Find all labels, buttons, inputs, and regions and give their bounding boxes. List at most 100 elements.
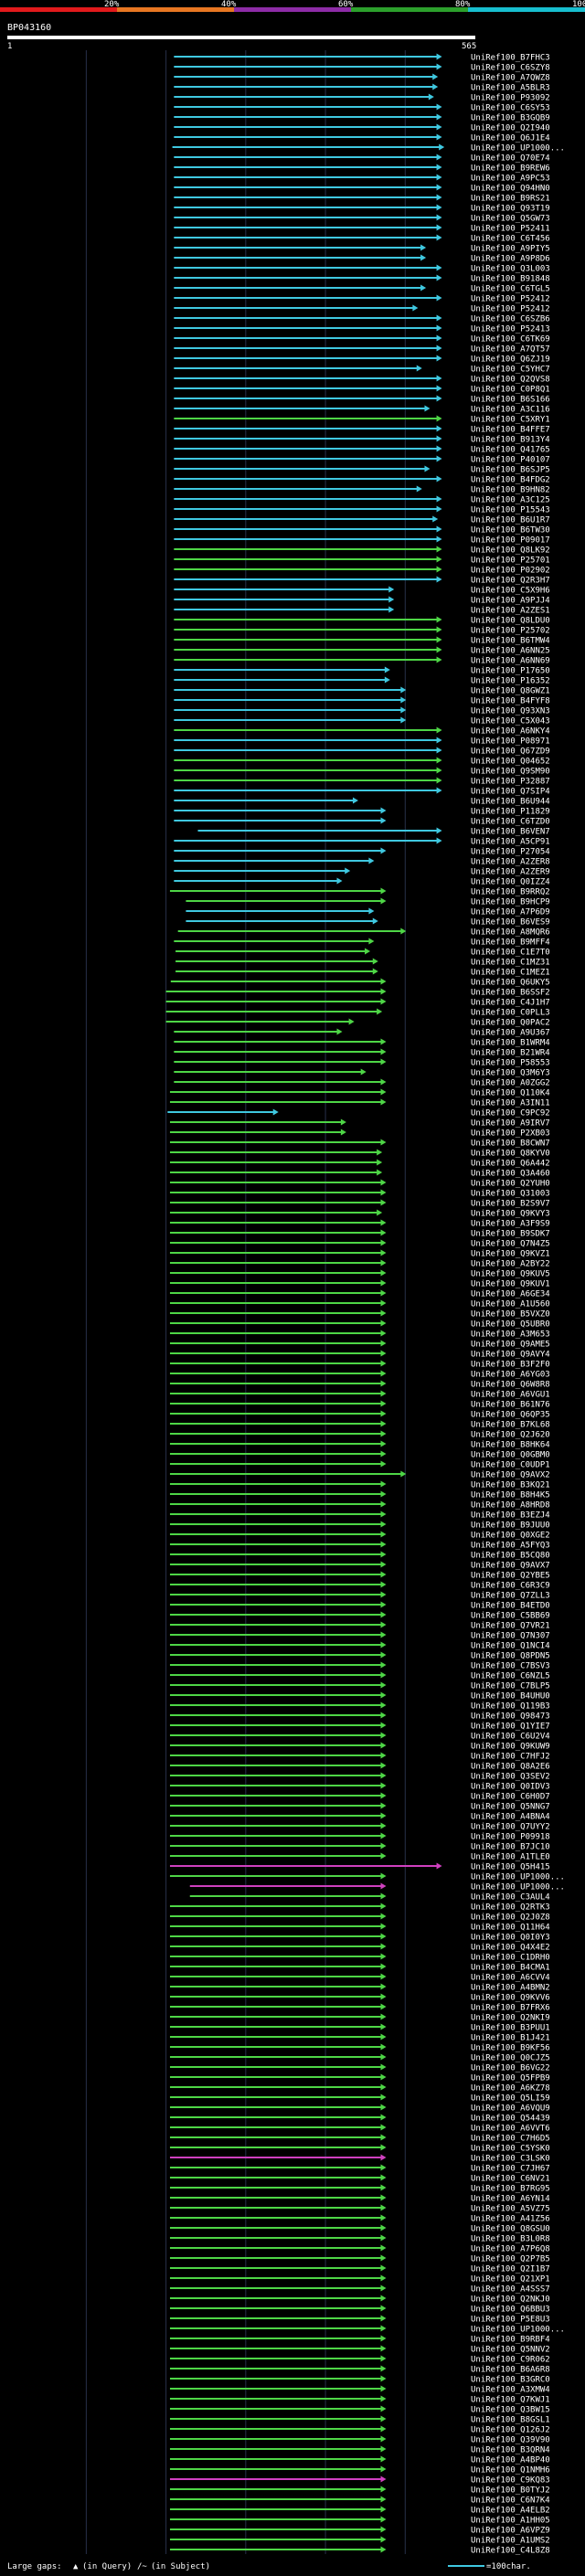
hit-arrow (380, 2355, 387, 2362)
hit-label: UniRef100_Q3M6Y3 (471, 1069, 550, 1078)
hit-label: UniRef100_B6U944 (471, 798, 550, 807)
hit-label: UniRef100_Q7SIP4 (471, 788, 550, 797)
hit-label: UniRef100_A9PJJ4 (471, 597, 550, 606)
hit-label: UniRef100_Q119B3 (471, 1702, 550, 1712)
hit-label: UniRef100_A6VGU1 (471, 1391, 550, 1400)
hit-arrow (380, 2073, 387, 2081)
hit-arrow (436, 355, 442, 362)
hit-arrow (380, 2063, 387, 2071)
hit-arrow (436, 123, 442, 131)
hit-arrow (380, 1511, 387, 1518)
hit-arrow (424, 465, 431, 472)
hit-label: UniRef100_P11829 (471, 808, 550, 817)
hit-label: UniRef100_Q3SEV2 (471, 1773, 550, 1782)
hit-label: UniRef100_P09918 (471, 1833, 550, 1842)
hit-arrow (400, 928, 407, 935)
hit-arrow (380, 1038, 387, 1045)
hit-label: UniRef100_Q2YBE5 (471, 1572, 550, 1581)
hit-arrow (380, 2455, 387, 2463)
hit-label: UniRef100_A3IN11 (471, 1099, 550, 1108)
hit-label: UniRef100_Q31003 (471, 1190, 550, 1199)
hit-label: UniRef100_C0UDP1 (471, 1461, 550, 1470)
hit-arrow (424, 405, 431, 412)
hit-arrow (380, 1179, 387, 1186)
hit-arrow (345, 867, 351, 875)
scale-label: 20% (104, 0, 120, 9)
hit-arrow (412, 304, 419, 312)
hit-arrow (436, 375, 442, 382)
hit-arrow (380, 2325, 387, 2332)
hit-label: UniRef100_Q67ZD9 (471, 747, 550, 757)
hit-label: UniRef100_C6U2V4 (471, 1733, 550, 1742)
hit-arrow (380, 1842, 387, 1850)
hit-arrow (380, 2023, 387, 2030)
hit-arrow (380, 988, 387, 995)
hit-arrow (436, 204, 442, 211)
hit-arrow (380, 1701, 387, 1709)
hit-label: UniRef100_A8MQR6 (471, 928, 550, 938)
hit-label: UniRef100_C0PLL3 (471, 1009, 550, 1018)
hit-label: UniRef100_Q8PDN5 (471, 1652, 550, 1661)
hit-arrow (436, 726, 442, 734)
hit-label: UniRef100_C7H6D5 (471, 2135, 550, 2144)
legend-footer: Large gaps: ▲ (in Query) /~ (in Subject)… (7, 2562, 531, 2571)
hit-label: UniRef100_UP1000... (471, 144, 565, 154)
hit-label: UniRef100_B3L0R8 (471, 2235, 550, 2244)
hit-arrow (380, 1299, 387, 1307)
hit-label: UniRef100_Q0GBM0 (471, 1451, 550, 1460)
hit-arrow (348, 1018, 355, 1025)
hit-arrow (436, 475, 442, 482)
hit-label: UniRef100_B4ETD0 (471, 1602, 550, 1611)
hit-label: UniRef100_Q9KUW9 (471, 1743, 550, 1752)
hit-arrow (380, 2546, 387, 2553)
query-id-label: BP043160 (7, 23, 51, 33)
hit-label: UniRef100_B6TMW4 (471, 637, 550, 646)
hit-label: UniRef100_C1DRH0 (471, 1954, 550, 1963)
hit-label: UniRef100_A6YG03 (471, 1371, 550, 1380)
hit-arrow (436, 566, 442, 573)
hit-label: UniRef100_B7RG95 (471, 2185, 550, 2194)
hit-arrow (380, 2104, 387, 2111)
hit-arrow (380, 2254, 387, 2262)
hit-arrow (380, 1631, 387, 1638)
hit-arrow (380, 1762, 387, 1769)
hit-arrow (380, 1098, 387, 1106)
hit-arrow (436, 314, 442, 322)
hit-arrow (380, 1983, 387, 1990)
hit-arrow (380, 1440, 387, 1447)
hit-label: UniRef100_Q2RTK3 (471, 1903, 550, 1913)
hit-label: UniRef100_Q6ZJ19 (471, 355, 550, 365)
hit-arrow (436, 757, 442, 764)
hit-arrow (380, 2536, 387, 2543)
hit-arrow (380, 1752, 387, 1759)
hit-label: UniRef100_C0P8Q1 (471, 386, 550, 395)
hit-label: UniRef100_B6U1R7 (471, 516, 550, 525)
hit-arrow (380, 2264, 387, 2272)
hit-label: UniRef100_B9REW6 (471, 164, 550, 174)
hit-arrow (436, 53, 442, 60)
hit-arrow (400, 696, 407, 704)
hit-label: UniRef100_C1E7T0 (471, 949, 550, 958)
hit-arrow (380, 1882, 387, 1890)
hit-label: UniRef100_Q9SM90 (471, 768, 550, 777)
hit-arrow (340, 1129, 346, 1136)
hit-label: UniRef100_C6N7K4 (471, 2496, 550, 2506)
hit-arrow (436, 636, 442, 643)
hit-arrow (400, 1470, 407, 1478)
hit-arrow (388, 586, 395, 593)
hit-label: UniRef100_B6SSF2 (471, 989, 550, 998)
hit-arrow (380, 1611, 387, 1618)
hit-label: UniRef100_C4L8Z8 (471, 2547, 550, 2556)
hit-label: UniRef100_C7BLP5 (471, 1682, 550, 1691)
hit-label: UniRef100_Q9KUV5 (471, 1270, 550, 1279)
hit-label: UniRef100_B4FFE7 (471, 426, 550, 435)
hit-label: UniRef100_C5XRY1 (471, 416, 550, 425)
hit-arrow (380, 1340, 387, 1347)
hit-label: UniRef100_Q7KWJ1 (471, 2396, 550, 2405)
hit-arrow (380, 2184, 387, 2191)
hit-label: UniRef100_Q2P7B5 (471, 2255, 550, 2264)
hit-label: UniRef100_C6TZD0 (471, 818, 550, 827)
hit-arrow (380, 1289, 387, 1297)
hit-label: UniRef100_Q8GWZ1 (471, 687, 550, 696)
